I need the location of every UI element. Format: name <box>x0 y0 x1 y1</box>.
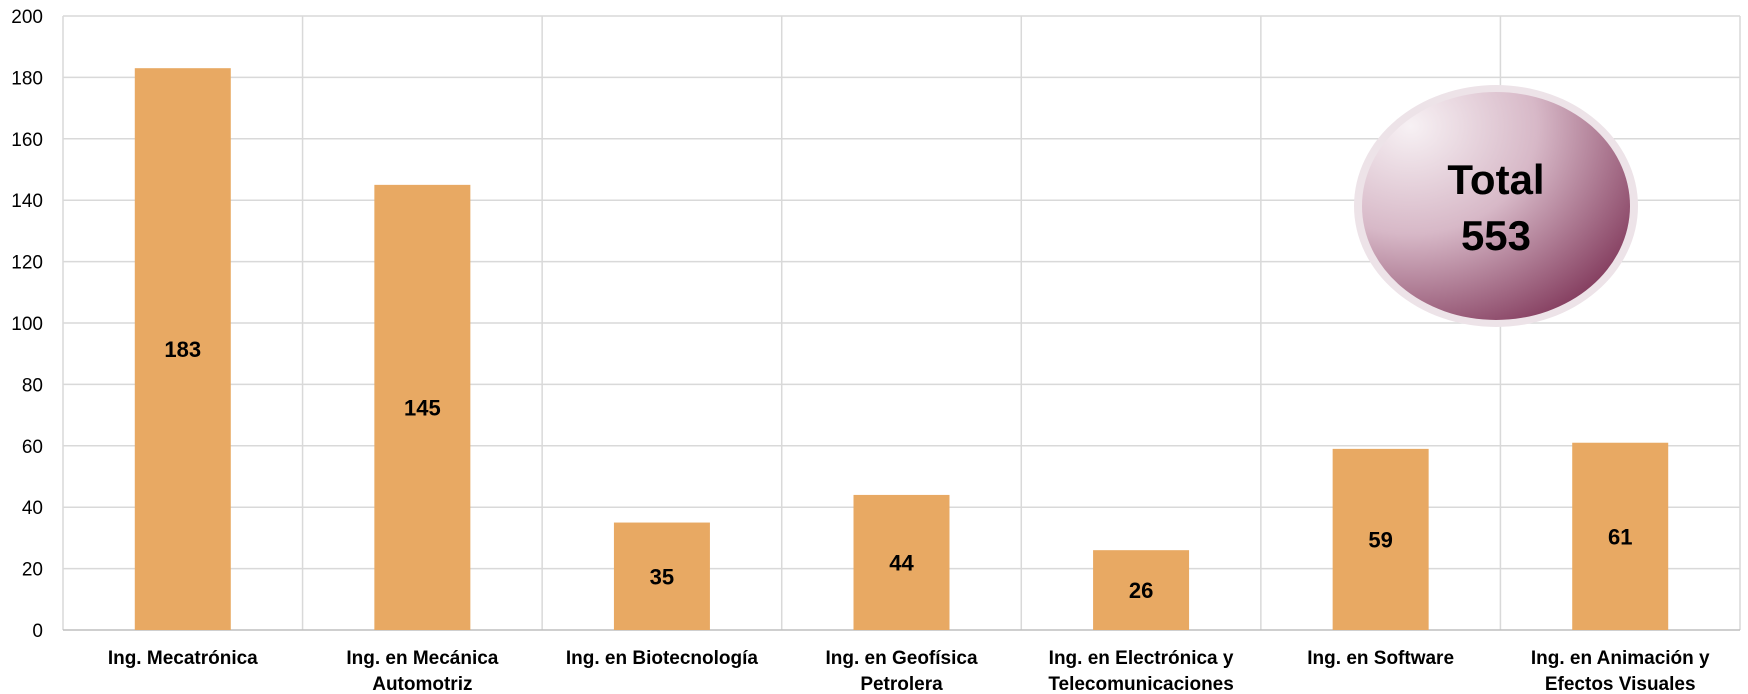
bar-3 <box>613 522 710 630</box>
data-label: 35 <box>650 564 674 589</box>
data-label: 44 <box>889 550 914 575</box>
y-tick-label: 20 <box>22 560 43 581</box>
y-tick-label: 100 <box>11 314 43 335</box>
labels: 0 20 40 60 80 100 120 140 160 180 200 183 Ing. Mecat… <box>11 7 1710 694</box>
y-tick-label: 200 <box>11 7 43 28</box>
y-tick-label: 0 <box>32 621 43 642</box>
x-category-label: Ing. en Geofísica Petrolera <box>825 648 977 694</box>
bar-2 <box>374 184 471 630</box>
bar-7 <box>1572 442 1669 630</box>
data-label: 26 <box>1129 578 1153 603</box>
y-tick-label: 120 <box>11 253 43 274</box>
y-tick-label: 180 <box>11 68 43 89</box>
y-tick-label: 160 <box>11 130 43 151</box>
data-label: 183 <box>164 337 201 362</box>
data-label: 59 <box>1368 527 1392 552</box>
total-label: Total <box>1447 156 1544 203</box>
x-category-label: Ing. en Biotecnología <box>566 648 759 669</box>
total-annotation: Total 553 <box>1354 85 1638 327</box>
bar-4 <box>853 494 950 630</box>
bar-5 <box>1093 550 1190 630</box>
data-label: 145 <box>404 395 441 420</box>
x-category-label: Ing. Mecatrónica <box>108 648 258 669</box>
total-value: 553 <box>1461 212 1531 259</box>
bar-1 <box>134 68 231 630</box>
total-bubble <box>1362 92 1630 320</box>
y-tick-label: 80 <box>22 375 43 396</box>
data-label: 61 <box>1608 524 1632 549</box>
y-tick-label: 60 <box>22 437 43 458</box>
x-category-label: Ing. en Animación y Efectos Visuales <box>1531 648 1710 694</box>
x-category-label: Ing. en Mecánica Automotriz <box>346 648 498 694</box>
bar-6 <box>1332 448 1429 630</box>
y-tick-label: 40 <box>22 498 43 519</box>
y-tick-label: 140 <box>11 191 43 212</box>
x-category-label: Ing. en Software <box>1307 648 1454 669</box>
bars <box>134 68 1669 630</box>
grid <box>62 15 1741 630</box>
x-category-label: Ing. en Electrónica y Telecomunicaciones <box>1048 648 1234 694</box>
